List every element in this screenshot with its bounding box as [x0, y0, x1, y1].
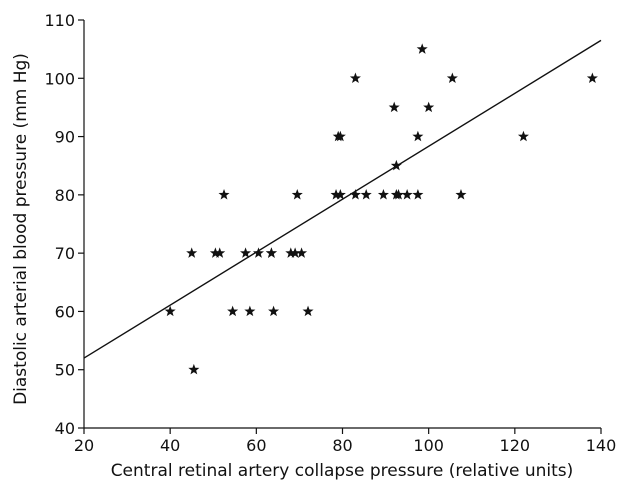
data-point	[303, 306, 314, 316]
y-tick-label: 70	[55, 244, 75, 263]
chart-axes	[84, 20, 601, 428]
data-point	[412, 189, 423, 199]
data-point	[244, 306, 255, 316]
y-tick-label: 50	[55, 361, 75, 380]
x-tick-label: 120	[500, 436, 531, 455]
data-point	[423, 102, 434, 112]
data-point	[186, 247, 197, 258]
data-point	[361, 189, 372, 199]
y-tick-label: 80	[55, 186, 75, 205]
x-tick-label: 140	[586, 436, 617, 455]
x-tick-label: 20	[74, 436, 94, 455]
x-tick-label: 60	[246, 436, 266, 455]
data-point	[518, 131, 529, 141]
data-point	[188, 364, 199, 375]
x-tick-label: 80	[332, 436, 352, 455]
y-tick-label: 40	[55, 419, 75, 438]
data-point	[455, 189, 466, 199]
data-point	[447, 72, 458, 82]
y-tick-label: 60	[55, 302, 75, 321]
data-point	[389, 102, 400, 112]
regression-line	[84, 40, 601, 358]
data-point	[350, 72, 361, 82]
y-tick-label: 100	[44, 69, 75, 88]
data-point	[402, 189, 413, 199]
data-point	[350, 189, 361, 199]
x-tick-label: 40	[160, 436, 180, 455]
data-point	[412, 131, 423, 141]
y-tick-label: 110	[44, 11, 75, 30]
data-points	[165, 43, 598, 374]
data-point	[417, 43, 428, 54]
x-tick-label: 100	[413, 436, 444, 455]
regression-line-group	[84, 40, 601, 358]
y-tick-label: 90	[55, 128, 75, 147]
data-point	[378, 189, 389, 199]
data-point	[219, 189, 230, 199]
data-point	[292, 189, 303, 199]
data-point	[227, 306, 238, 316]
data-point	[587, 72, 598, 82]
data-point	[266, 247, 277, 258]
y-axis-label: Diastolic arterial blood pressure (mm Hg…	[11, 53, 31, 405]
data-point	[268, 306, 279, 316]
x-axis-label: Central retinal artery collapse pressure…	[111, 461, 574, 481]
